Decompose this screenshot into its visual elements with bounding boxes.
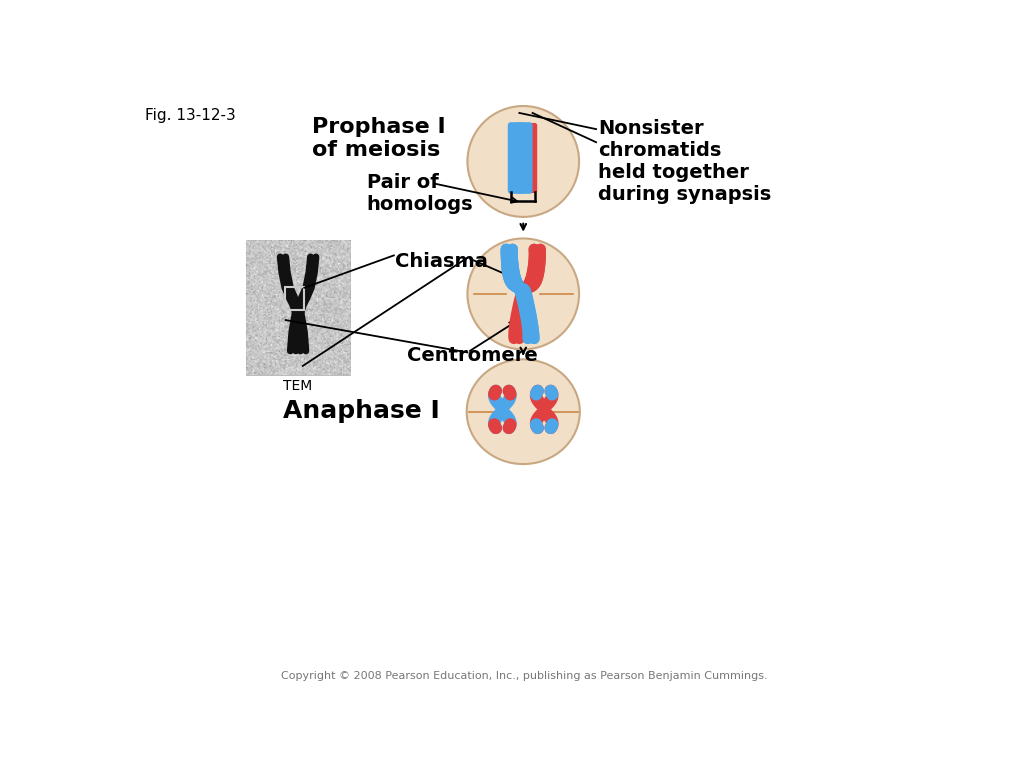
Text: Chiasma: Chiasma: [395, 253, 488, 271]
Text: Nonsister
chromatids
held together
during synapsis: Nonsister chromatids held together durin…: [598, 119, 772, 204]
Text: Centromere: Centromere: [407, 346, 538, 366]
Text: TEM: TEM: [284, 379, 312, 392]
FancyBboxPatch shape: [515, 122, 532, 194]
Ellipse shape: [467, 359, 580, 464]
Text: Anaphase I: Anaphase I: [283, 399, 439, 422]
FancyBboxPatch shape: [524, 123, 538, 193]
Text: Prophase I
of meiosis: Prophase I of meiosis: [312, 117, 446, 160]
Text: Pair of
homologs: Pair of homologs: [367, 173, 473, 214]
Text: Fig. 13-12-3: Fig. 13-12-3: [145, 108, 236, 123]
Ellipse shape: [467, 106, 579, 217]
Ellipse shape: [467, 238, 579, 349]
FancyBboxPatch shape: [508, 122, 524, 194]
Text: Copyright © 2008 Pearson Education, Inc., publishing as Pearson Benjamin Cumming: Copyright © 2008 Pearson Education, Inc.…: [282, 671, 768, 681]
FancyBboxPatch shape: [246, 240, 350, 375]
